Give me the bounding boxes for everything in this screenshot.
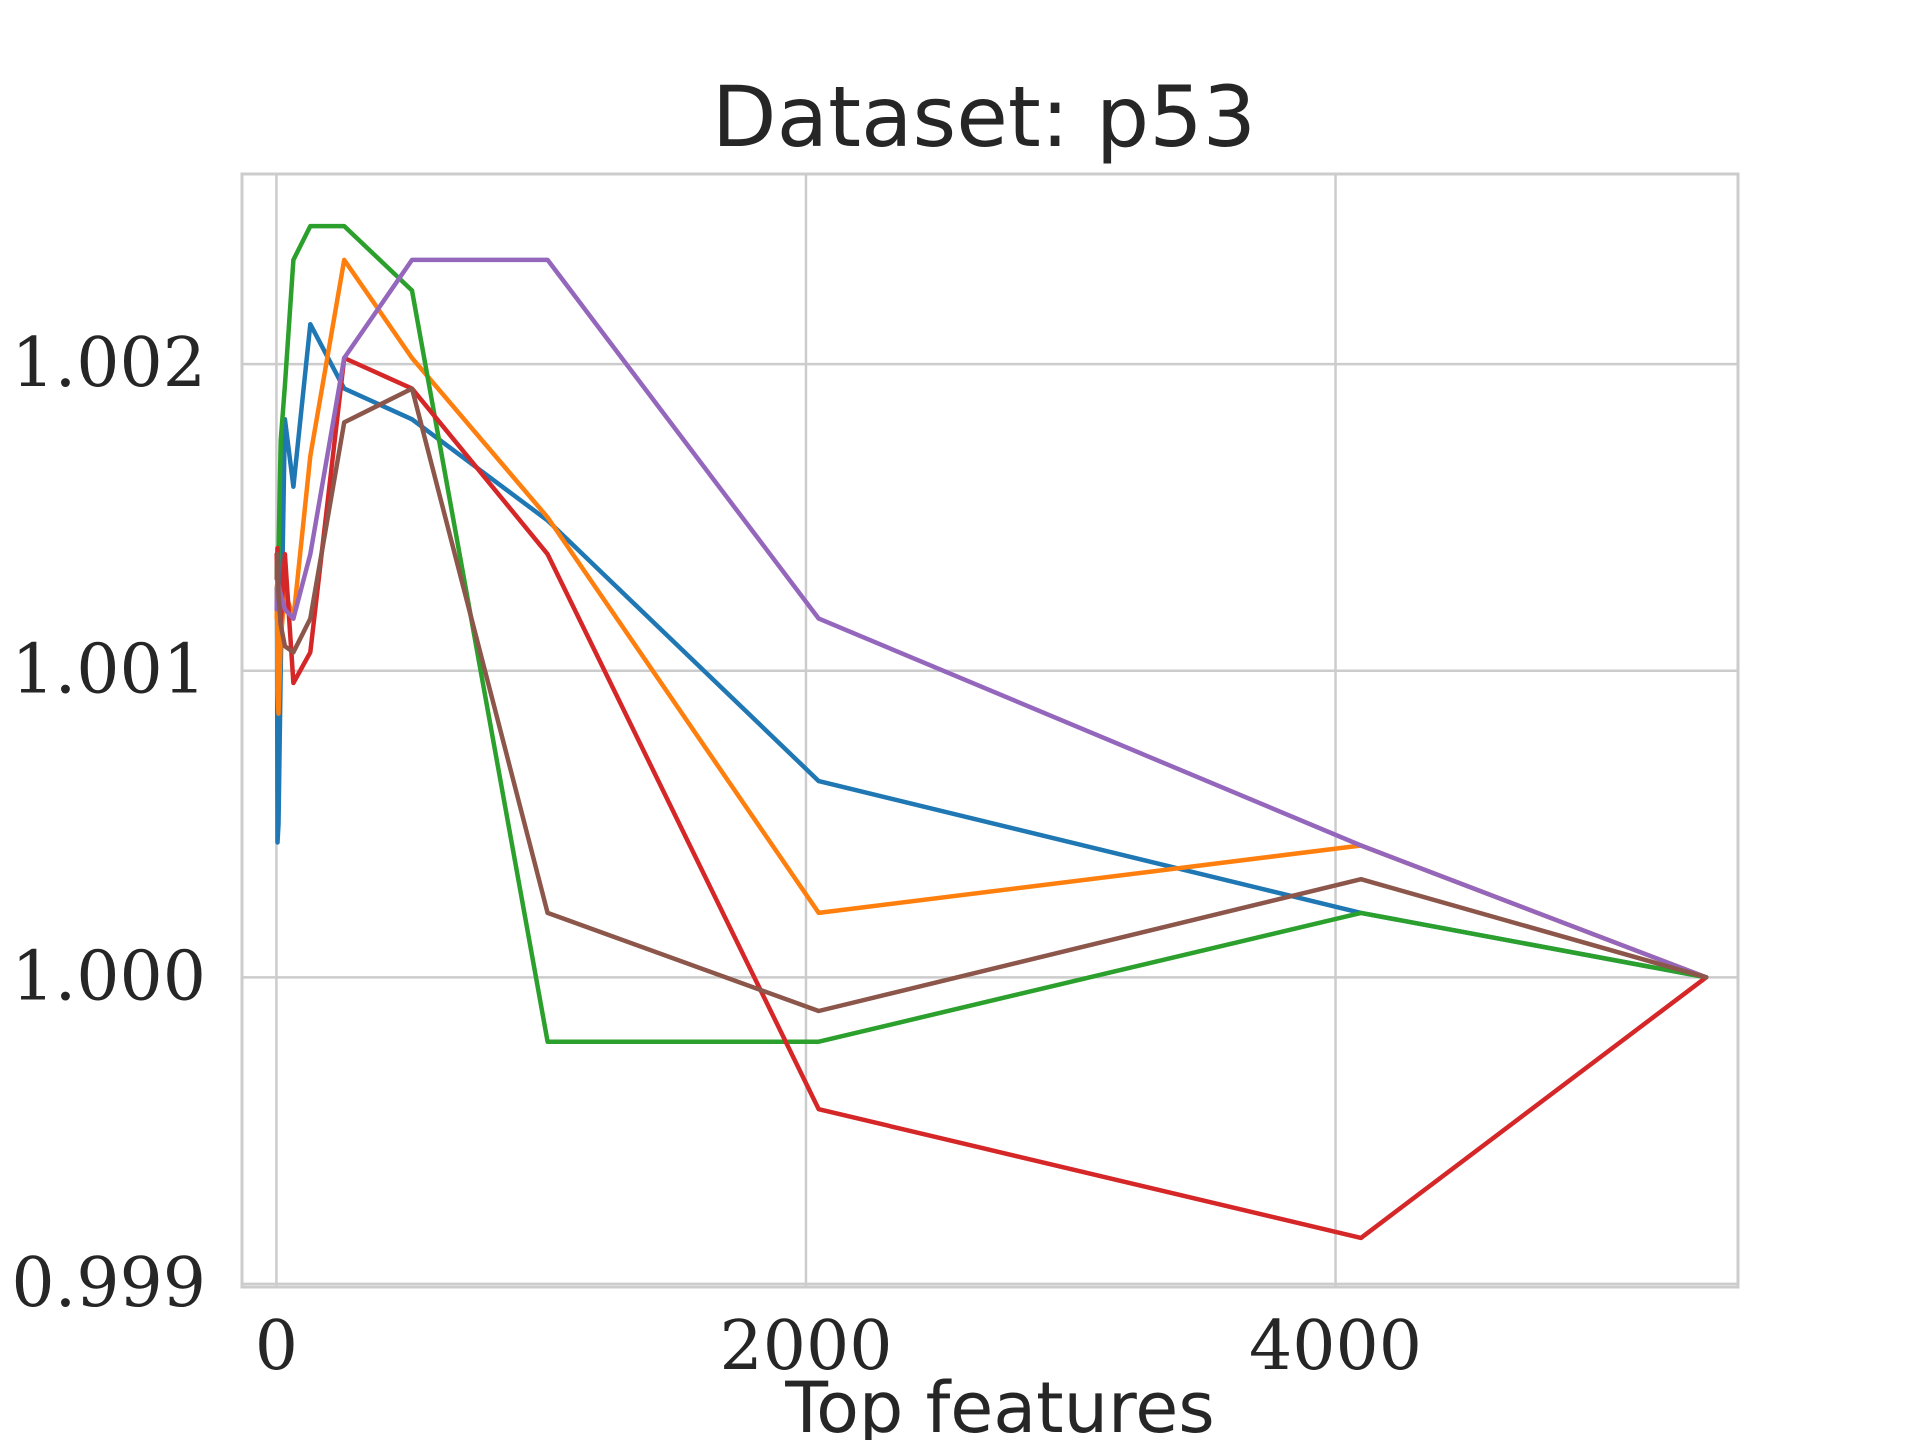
y-tick-label: 1.002 — [11, 324, 206, 403]
series-line-1 — [274, 321, 1709, 980]
grid-lines — [242, 174, 1738, 1287]
x-axis-label: Top features — [784, 1367, 1215, 1440]
chart-title: Dataset: p53 — [712, 68, 1256, 166]
series-line-4 — [274, 355, 1709, 1241]
plot-frame — [240, 172, 1740, 1289]
y-tick-label: 1.001 — [11, 631, 206, 710]
series-line-3 — [274, 223, 1709, 1044]
y-tick-labels: 0.999 1.000 1.001 1.002 — [11, 324, 206, 1323]
x-tick-label: 4000 — [1249, 1307, 1422, 1386]
x-tick-label: 2000 — [719, 1307, 892, 1386]
series-lines — [274, 223, 1709, 1241]
series-line-6 — [274, 386, 1709, 1014]
y-tick-label: 1.000 — [11, 937, 206, 1016]
y-tick-label: 0.999 — [11, 1244, 206, 1323]
series-line-5 — [274, 257, 1709, 980]
x-tick-labels: 0 2000 4000 — [255, 1307, 1422, 1386]
x-tick-label: 0 — [255, 1307, 298, 1386]
series-line-2 — [274, 257, 1709, 980]
